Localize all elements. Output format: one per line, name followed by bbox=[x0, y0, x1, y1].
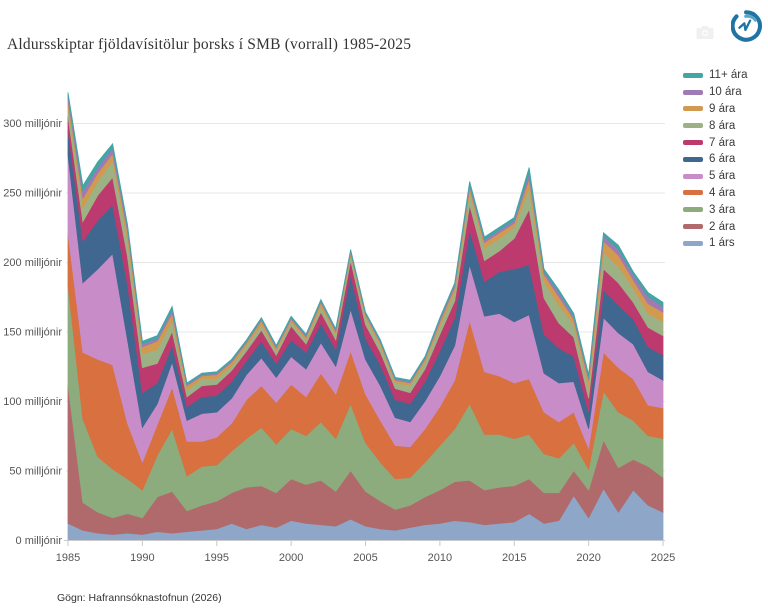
area-series-group[interactable] bbox=[67, 92, 664, 541]
legend-swatch bbox=[683, 224, 703, 230]
legend-item-8-ra[interactable]: 8 ára bbox=[683, 117, 767, 134]
x-tick-label: 1995 bbox=[205, 552, 229, 564]
x-tick-label: 2025 bbox=[651, 552, 675, 564]
legend-swatch bbox=[683, 173, 703, 179]
legend-item-5-ra[interactable]: 5 ára bbox=[683, 168, 767, 185]
legend-label: 10 ára bbox=[709, 86, 742, 99]
hafro-logo[interactable] bbox=[730, 10, 763, 42]
legend-swatch bbox=[683, 106, 703, 112]
legend-swatch bbox=[683, 89, 703, 95]
y-tick-label: 250 milljónir bbox=[3, 188, 62, 200]
x-tick-label: 2010 bbox=[428, 552, 452, 564]
legend-label: 3 ára bbox=[709, 203, 736, 216]
x-tick-label: 2000 bbox=[279, 552, 303, 564]
legend-label: 1 árs bbox=[709, 237, 735, 250]
y-tick-label: 50 milljónir bbox=[9, 466, 62, 478]
legend-label: 5 ára bbox=[709, 170, 736, 183]
legend-swatch bbox=[683, 140, 703, 146]
legend-item-7-ra[interactable]: 7 ára bbox=[683, 134, 767, 151]
legend-item-9-ra[interactable]: 9 ára bbox=[683, 101, 767, 118]
legend-swatch bbox=[683, 123, 703, 129]
x-tick-label: 1985 bbox=[56, 552, 80, 564]
y-tick-label: 150 milljónir bbox=[3, 327, 62, 339]
legend-swatch bbox=[683, 156, 703, 162]
legend-item-10-ra[interactable]: 10 ára bbox=[683, 84, 767, 101]
legend-swatch bbox=[683, 72, 703, 78]
legend-label: 11+ ára bbox=[709, 69, 748, 82]
legend-label: 7 ára bbox=[709, 136, 736, 149]
x-tick-label: 2005 bbox=[353, 552, 377, 564]
x-tick-label: 2020 bbox=[576, 552, 600, 564]
source-note: Gögn: Hafrannsóknastofnun (2026) bbox=[57, 592, 222, 604]
area-11+-ra[interactable] bbox=[67, 92, 664, 385]
legend-item-11+-ra[interactable]: 11+ ára bbox=[683, 67, 767, 84]
legend-swatch bbox=[683, 240, 703, 246]
legend-label: 4 ára bbox=[709, 186, 736, 199]
y-tick-label: 300 milljónir bbox=[3, 118, 62, 130]
y-tick-label: 100 milljónir bbox=[3, 396, 62, 408]
legend-label: 9 ára bbox=[709, 102, 736, 115]
legend-item-3-ra[interactable]: 3 ára bbox=[683, 201, 767, 218]
y-tick-label: 200 milljónir bbox=[3, 257, 62, 269]
page-title: Aldursskiptar fjöldavísitölur þorsks í S… bbox=[7, 36, 412, 53]
x-tick-label: 1990 bbox=[130, 552, 154, 564]
y-axis: 0 milljónir 50 milljónir 100 milljónir 150 … bbox=[3, 118, 62, 547]
camera-icon[interactable] bbox=[696, 25, 714, 39]
chart-legend: 11+ ára 10 ára 9 ára 8 ára 7 ára 6 ára 5 ára 4 … bbox=[683, 67, 767, 252]
legend-swatch bbox=[683, 207, 703, 213]
legend-item-1-rs[interactable]: 1 árs bbox=[683, 235, 767, 252]
x-tick-label: 2015 bbox=[502, 552, 526, 564]
legend-label: 6 ára bbox=[709, 153, 736, 166]
legend-label: 8 ára bbox=[709, 119, 736, 132]
legend-label: 2 ára bbox=[709, 220, 736, 233]
legend-item-6-ra[interactable]: 6 ára bbox=[683, 151, 767, 168]
legend-swatch bbox=[683, 190, 703, 196]
x-axis: 1985 1990 1995 2000 2005 2010 2015 2020 2025 bbox=[56, 540, 675, 564]
legend-item-2-ra[interactable]: 2 ára bbox=[683, 218, 767, 235]
legend-item-4-ra[interactable]: 4 ára bbox=[683, 185, 767, 202]
y-tick-label: 0 milljónir bbox=[16, 535, 63, 547]
